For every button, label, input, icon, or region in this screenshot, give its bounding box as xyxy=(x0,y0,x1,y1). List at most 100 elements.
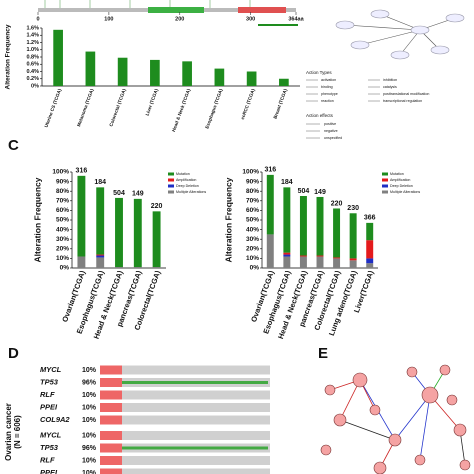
track-alteration xyxy=(100,390,122,400)
bar xyxy=(182,61,192,86)
bar-segment xyxy=(299,256,307,268)
gene-pct: 10% xyxy=(82,432,97,439)
bar xyxy=(150,59,160,86)
case-count: 504 xyxy=(113,190,125,197)
bar-segment xyxy=(133,198,142,268)
bar-segment xyxy=(96,187,105,255)
bar-segment xyxy=(133,267,142,268)
y-tick-label: 1.2% xyxy=(26,40,39,46)
legend-label: positive xyxy=(324,122,336,126)
gene-label: PPEI xyxy=(40,468,58,474)
legend-label: transcriptional regulation xyxy=(383,99,422,103)
y-tick-label: 0.2% xyxy=(26,76,39,82)
track xyxy=(100,403,270,412)
case-count: 366 xyxy=(364,215,376,222)
side-label: Ovarian cancer xyxy=(4,403,13,461)
bar-segment xyxy=(115,267,123,268)
track xyxy=(100,415,270,425)
x-tick-label: Esophagus (TCGA) xyxy=(204,88,223,130)
domain xyxy=(148,7,204,13)
ppi-network xyxy=(320,364,471,474)
y-axis-label: Alteration Frequency xyxy=(223,177,233,262)
y-tick-label: 100% xyxy=(242,169,259,176)
domain xyxy=(238,7,286,13)
legend-label: posttranslational modification xyxy=(383,92,429,96)
bar-segment xyxy=(316,255,324,257)
bar-segment xyxy=(349,260,357,268)
bar-segment xyxy=(77,256,86,268)
track-alteration xyxy=(100,378,122,387)
track xyxy=(100,431,270,440)
legend-title: Action effects xyxy=(306,113,334,118)
legend-swatch xyxy=(168,178,174,182)
bar-segment xyxy=(316,196,324,256)
y-tick-label: 50% xyxy=(246,217,259,224)
bar-segment xyxy=(316,256,324,268)
bar-segment xyxy=(96,257,105,268)
legend-label: negative xyxy=(324,129,338,133)
bar xyxy=(117,57,128,86)
gene-pct: 96% xyxy=(82,445,97,452)
x-tick-label: Melanoma (TCGA) xyxy=(76,88,94,128)
legend-swatch xyxy=(382,178,388,182)
legend-swatch xyxy=(382,172,388,176)
bar-segment xyxy=(366,222,374,241)
bar-segment xyxy=(333,258,341,268)
y-tick-label: 20% xyxy=(56,246,69,253)
bar-segment xyxy=(77,175,86,257)
gene-pct: 10% xyxy=(82,457,97,464)
panel-label: E xyxy=(318,345,328,362)
bar-segment xyxy=(96,255,105,258)
y-tick-label: 80% xyxy=(56,188,69,195)
gene-label: TP53 xyxy=(40,443,59,452)
track-alteration xyxy=(100,468,122,474)
case-count: 220 xyxy=(331,200,343,207)
side-label: (N = 606) xyxy=(13,415,22,449)
case-count: 230 xyxy=(347,205,359,212)
y-axis-label: Alteration Frequency xyxy=(32,177,42,262)
x-tick-label: Liver (TCGA) xyxy=(145,88,160,117)
legend-swatch xyxy=(382,184,388,188)
x-tick-label: 300 xyxy=(246,16,255,22)
track-alteration xyxy=(100,415,122,425)
legend-label: Multiple Alterations xyxy=(390,190,420,194)
legend-label: reaction xyxy=(321,99,334,103)
bar-segment xyxy=(349,258,357,261)
legend-label: Deep Deletion xyxy=(176,184,199,188)
legend-title: Action Types xyxy=(306,70,332,75)
y-tick-label: 10% xyxy=(56,255,69,262)
y-tick-label: 90% xyxy=(56,178,69,185)
gene-pct: 10% xyxy=(82,417,97,424)
case-count: 504 xyxy=(298,188,310,195)
x-tick-label: Head & Neck (TCGA) xyxy=(171,88,191,133)
gene-pct: 10% xyxy=(82,392,97,399)
legend-label: inhibition xyxy=(383,78,397,82)
x-tick-label: 200 xyxy=(175,16,184,22)
y-tick-label: 70% xyxy=(246,198,259,205)
x-tick-label: Breast (TCGA) xyxy=(272,88,288,120)
legend-label: Amplification xyxy=(176,178,196,182)
y-tick-label: 30% xyxy=(56,236,69,243)
y-tick-label: 0% xyxy=(31,83,39,89)
bar-segment xyxy=(349,213,357,259)
gene-label: TP53 xyxy=(40,377,59,386)
legend-label: Mutation xyxy=(390,172,404,176)
bar-segment xyxy=(366,240,374,259)
bar-segment xyxy=(366,258,374,264)
bar xyxy=(246,71,257,86)
case-count: 316 xyxy=(264,167,276,174)
legend-label: Multiple Alterations xyxy=(176,190,206,194)
gene-label: COL9A2 xyxy=(40,415,70,424)
y-tick-label: 1.6% xyxy=(26,25,39,31)
gene-label: MYCL xyxy=(40,365,62,374)
y-tick-label: 30% xyxy=(246,236,259,243)
y-tick-label: 0.6% xyxy=(26,62,39,68)
string-network xyxy=(335,9,465,60)
track xyxy=(100,390,270,400)
track xyxy=(100,456,270,465)
bar xyxy=(279,78,289,86)
y-tick-label: 1.0% xyxy=(26,47,39,53)
track-mutation xyxy=(122,446,268,450)
x-tick-label: Colorectal (TCGA) xyxy=(108,88,126,128)
